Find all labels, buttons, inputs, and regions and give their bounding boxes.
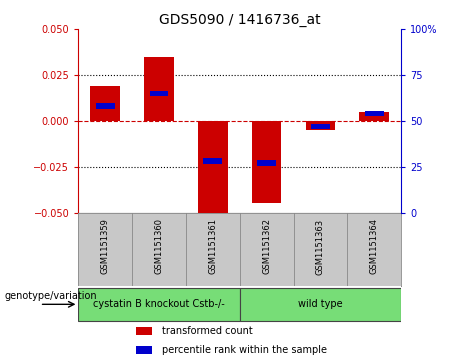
Bar bbox=[360, 111, 389, 121]
Text: genotype/variation: genotype/variation bbox=[5, 291, 97, 301]
Bar bbox=[203, 158, 222, 164]
Bar bbox=[144, 57, 174, 121]
Bar bbox=[365, 111, 384, 116]
Text: percentile rank within the sample: percentile rank within the sample bbox=[162, 345, 327, 355]
Bar bbox=[150, 90, 168, 96]
Bar bbox=[306, 121, 335, 130]
Text: GSM1151361: GSM1151361 bbox=[208, 219, 217, 274]
Bar bbox=[78, 288, 240, 321]
Bar bbox=[136, 346, 152, 354]
Title: GDS5090 / 1416736_at: GDS5090 / 1416736_at bbox=[159, 13, 320, 26]
Text: GSM1151359: GSM1151359 bbox=[101, 219, 110, 274]
Bar bbox=[96, 103, 115, 109]
Bar bbox=[252, 121, 281, 203]
Text: GSM1151364: GSM1151364 bbox=[370, 219, 378, 274]
Text: GSM1151363: GSM1151363 bbox=[316, 219, 325, 274]
Bar bbox=[136, 327, 152, 335]
Bar bbox=[240, 288, 401, 321]
Bar bbox=[198, 121, 228, 216]
Bar bbox=[90, 86, 120, 121]
Bar bbox=[257, 160, 276, 166]
Text: transformed count: transformed count bbox=[162, 326, 252, 336]
Text: wild type: wild type bbox=[298, 299, 343, 309]
Bar bbox=[311, 123, 330, 129]
Text: GSM1151362: GSM1151362 bbox=[262, 219, 271, 274]
Text: GSM1151360: GSM1151360 bbox=[154, 219, 164, 274]
Text: cystatin B knockout Cstb-/-: cystatin B knockout Cstb-/- bbox=[93, 299, 225, 309]
